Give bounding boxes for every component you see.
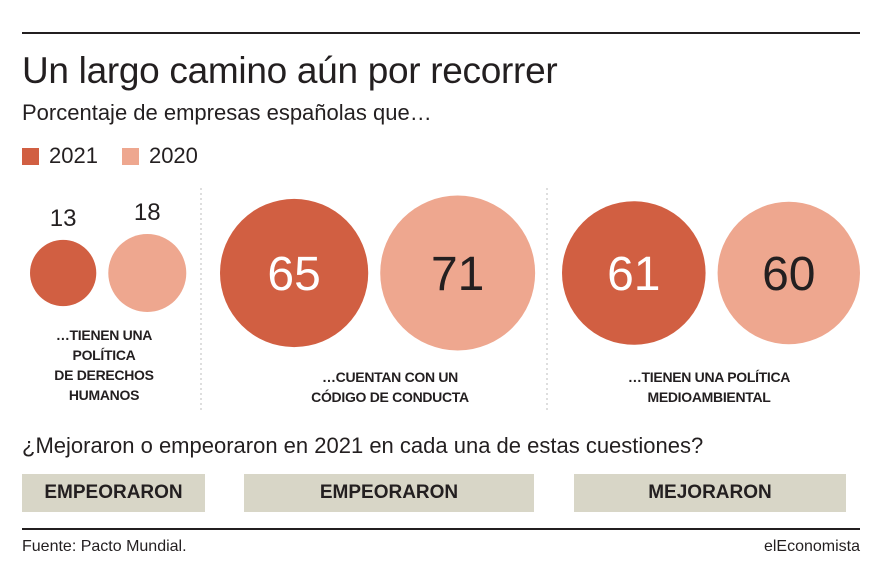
top-rule <box>22 32 860 34</box>
brand-logo-text: elEconomista <box>763 538 860 555</box>
bubble-2021-group-2 <box>219 198 369 348</box>
category-label-group-3-line-1: …TIENEN UNA POLÍTICA <box>628 369 790 385</box>
category-label-group-1-line-1: …TIENEN UNA <box>56 327 152 343</box>
value-label-2021-group-2: 65 <box>267 248 320 301</box>
chart-title: Un largo camino aún por recorrer <box>22 50 558 91</box>
bottom-rule <box>22 528 860 530</box>
category-label-group-1-line-4: HUMANOS <box>69 387 139 403</box>
legend-label-2020: 2020 <box>148 143 198 168</box>
chart-subtitle: Porcentaje de empresas españolas que… <box>22 100 432 125</box>
value-label-2020-group-3: 60 <box>762 248 815 301</box>
legend-swatch-2021 <box>22 147 39 165</box>
legend: 2021 2020 <box>22 143 222 169</box>
value-label-2021-group-3: 61 <box>607 248 660 301</box>
bubble-2020-group-3 <box>717 201 860 345</box>
category-label-group-1-line-3: DE DERECHOS <box>54 367 153 383</box>
bubble-2021-group-1 <box>30 239 97 307</box>
bubble-2020-group-1 <box>108 234 187 312</box>
category-label-group-1-line-2: POLÍTICA <box>73 347 136 363</box>
answer-badge-codigo-conducta: EMPEORARON <box>244 474 534 512</box>
category-label-group-3-line-2: MEDIOAMBIENTAL <box>647 389 771 405</box>
category-label-group-2-line-2: CÓDIGO DE CONDUCTA <box>311 388 469 405</box>
answer-badge-medioambiental: MEJORARON <box>574 474 846 512</box>
value-label-2020-group-2: 71 <box>431 248 484 301</box>
question-text: ¿Mejoraron o empeoraron en 2021 en cada … <box>22 433 704 458</box>
value-label-2020-group-1: 18 <box>134 199 161 226</box>
legend-label-2021: 2021 <box>49 143 98 168</box>
legend-item-2021: 2021 <box>22 143 98 169</box>
value-label-2021-group-1: 13 <box>50 205 77 232</box>
legend-item-2020: 2020 <box>121 143 198 169</box>
bubble-2020-group-2 <box>380 195 536 351</box>
source-note: Fuente: Pacto Mundial. <box>22 538 187 555</box>
category-label-group-2-line-1: …CUENTAN CON UN <box>322 369 458 385</box>
bubble-2021-group-3 <box>562 201 706 345</box>
answer-badge-derechos-humanos: EMPEORARON <box>22 474 205 512</box>
legend-swatch-2020 <box>121 147 139 165</box>
